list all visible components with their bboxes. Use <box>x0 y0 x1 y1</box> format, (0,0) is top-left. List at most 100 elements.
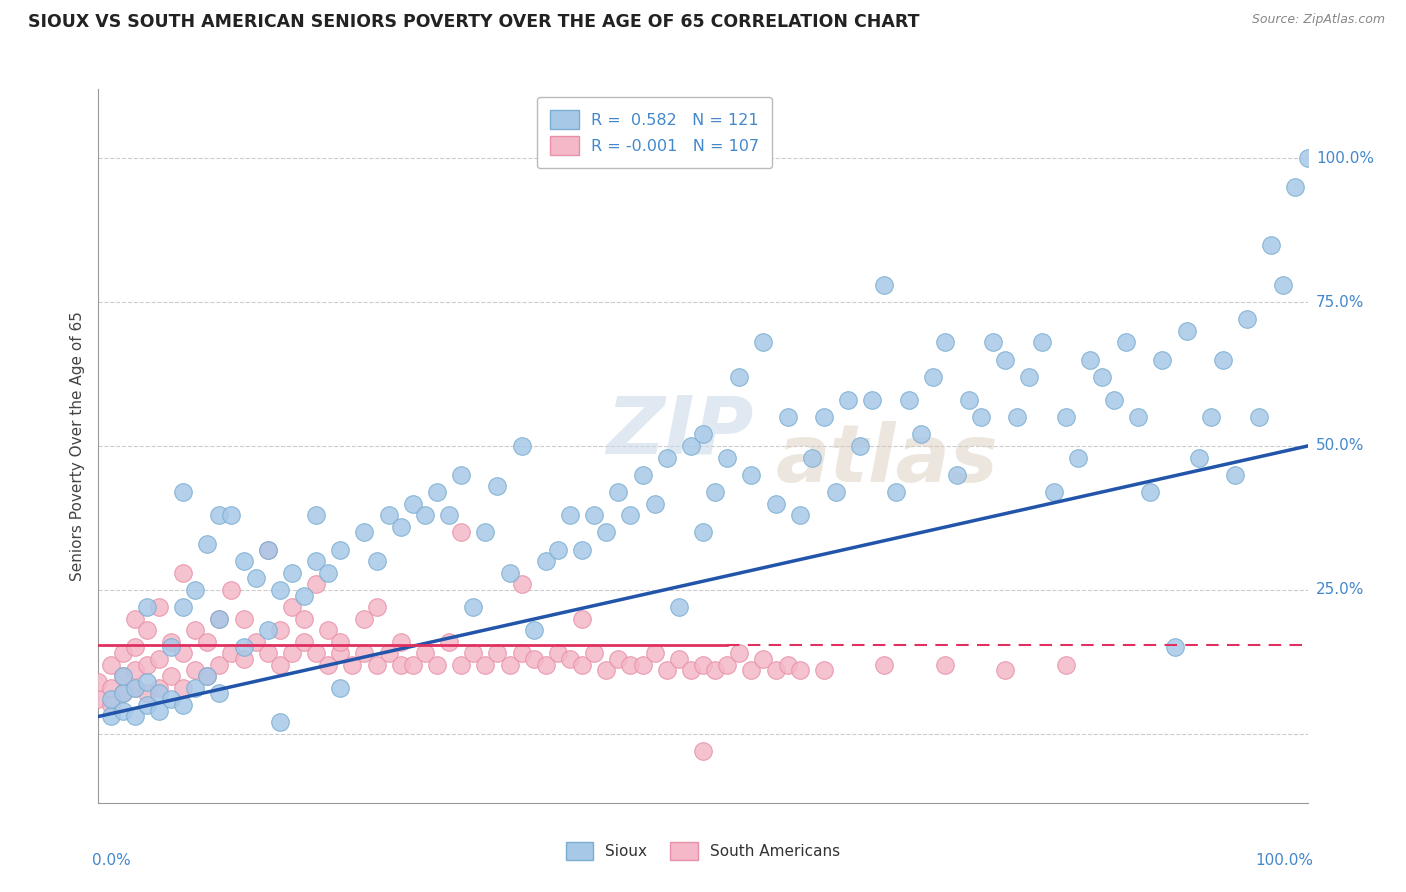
Point <box>366 657 388 672</box>
Point <box>124 664 146 678</box>
Point <box>172 485 194 500</box>
Point <box>172 646 194 660</box>
Point <box>752 335 775 350</box>
Point <box>195 537 218 551</box>
Y-axis label: Seniors Poverty Over the Age of 65: Seniors Poverty Over the Age of 65 <box>69 311 84 581</box>
Point <box>765 664 787 678</box>
Point <box>607 485 630 500</box>
Point <box>1223 467 1246 482</box>
Point <box>100 709 122 723</box>
Point <box>1249 410 1271 425</box>
Point <box>1007 410 1029 425</box>
Point <box>402 657 425 672</box>
Point <box>269 582 291 597</box>
Point <box>1102 392 1125 407</box>
Point <box>305 554 328 568</box>
Point <box>583 646 606 660</box>
Point <box>921 370 943 384</box>
Point <box>644 646 666 660</box>
Text: 75.0%: 75.0% <box>1316 294 1364 310</box>
Point <box>789 664 811 678</box>
Point <box>619 657 641 672</box>
Point <box>135 657 157 672</box>
Text: 0.0%: 0.0% <box>93 853 131 868</box>
Point <box>1188 450 1211 465</box>
Point <box>970 410 993 425</box>
Point <box>437 508 460 522</box>
Text: 100.0%: 100.0% <box>1256 853 1313 868</box>
Point <box>583 508 606 522</box>
Point <box>1091 370 1114 384</box>
Point <box>256 542 278 557</box>
Point <box>946 467 969 482</box>
Point <box>571 612 593 626</box>
Point <box>1163 640 1185 655</box>
Point <box>692 525 714 540</box>
Point <box>111 686 134 700</box>
Point <box>426 485 449 500</box>
Point <box>148 681 170 695</box>
Point <box>221 582 243 597</box>
Point <box>1115 335 1137 350</box>
Point <box>994 352 1017 367</box>
Point <box>668 652 690 666</box>
Point <box>655 664 678 678</box>
Point <box>813 410 835 425</box>
Point <box>571 542 593 557</box>
Point <box>450 467 472 482</box>
Legend: Sioux, South Americans: Sioux, South Americans <box>560 836 846 866</box>
Point <box>510 577 533 591</box>
Point <box>100 692 122 706</box>
Point <box>292 589 315 603</box>
Point <box>595 664 617 678</box>
Point <box>232 640 254 655</box>
Point <box>1199 410 1222 425</box>
Point <box>619 508 641 522</box>
Point <box>316 623 339 637</box>
Point <box>208 657 231 672</box>
Point <box>644 497 666 511</box>
Point <box>305 508 328 522</box>
Point <box>655 450 678 465</box>
Point <box>281 566 304 580</box>
Point <box>366 600 388 615</box>
Point <box>463 600 485 615</box>
Point <box>316 566 339 580</box>
Point <box>1175 324 1198 338</box>
Point <box>776 657 799 672</box>
Point <box>100 698 122 712</box>
Point <box>1212 352 1234 367</box>
Point <box>377 508 399 522</box>
Point <box>1054 410 1077 425</box>
Point <box>184 582 207 597</box>
Point <box>1018 370 1040 384</box>
Text: atlas: atlas <box>776 421 998 500</box>
Point <box>873 657 896 672</box>
Point <box>111 686 134 700</box>
Point <box>716 657 738 672</box>
Point <box>148 600 170 615</box>
Point <box>87 675 110 690</box>
Point <box>135 623 157 637</box>
Point <box>329 681 352 695</box>
Point <box>124 681 146 695</box>
Point <box>232 612 254 626</box>
Point <box>1284 180 1306 194</box>
Point <box>256 623 278 637</box>
Point <box>860 392 883 407</box>
Point <box>1128 410 1150 425</box>
Point <box>184 664 207 678</box>
Point <box>679 664 702 678</box>
Point <box>305 646 328 660</box>
Point <box>208 612 231 626</box>
Point <box>269 657 291 672</box>
Point <box>160 669 183 683</box>
Point <box>208 508 231 522</box>
Point <box>692 744 714 758</box>
Point <box>292 634 315 648</box>
Point <box>886 485 908 500</box>
Point <box>704 485 727 500</box>
Point <box>1042 485 1064 500</box>
Point <box>184 681 207 695</box>
Text: SIOUX VS SOUTH AMERICAN SENIORS POVERTY OVER THE AGE OF 65 CORRELATION CHART: SIOUX VS SOUTH AMERICAN SENIORS POVERTY … <box>28 13 920 31</box>
